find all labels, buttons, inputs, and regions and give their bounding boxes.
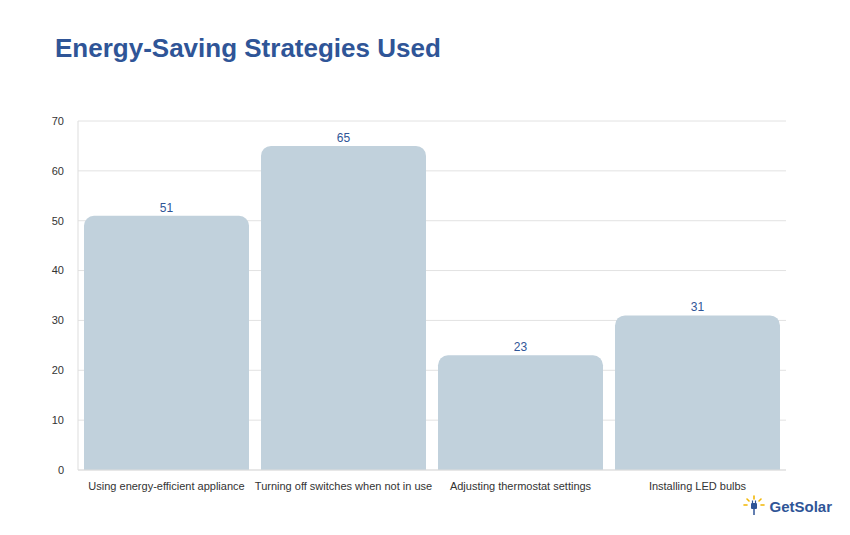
svg-text:51: 51 [160,201,174,215]
svg-text:70: 70 [52,115,64,127]
svg-text:40: 40 [52,264,64,276]
svg-text:Installing LED bulbs: Installing LED bulbs [649,480,747,492]
svg-text:10: 10 [52,414,64,426]
svg-text:Adjusting thermostat settings: Adjusting thermostat settings [450,480,592,492]
html-text:Energy-Saving Strategies Used: Energy-Saving Strategies Used [55,33,441,63]
svg-text:60: 60 [52,165,64,177]
svg-text:Using energy-efficient applian: Using energy-efficient appliance [88,480,244,492]
svg-text:30: 30 [52,314,64,326]
svg-text:Turning off switches when not: Turning off switches when not in use [255,480,432,492]
svg-text:23: 23 [514,340,528,354]
svg-text:31: 31 [691,300,705,314]
html-text:GetSolar: GetSolar [769,497,832,515]
svg-text:20: 20 [52,364,64,376]
svg-text:50: 50 [52,215,64,227]
svg-text:65: 65 [337,131,351,145]
svg-text:0: 0 [58,464,64,476]
